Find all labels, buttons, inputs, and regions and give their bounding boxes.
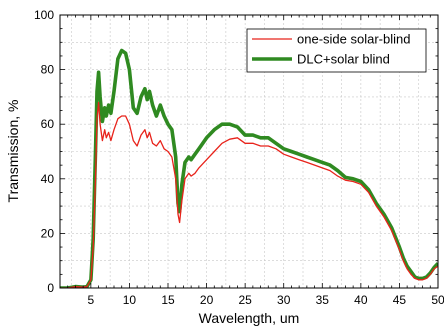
ticks — [59, 14, 439, 289]
x-tick-label: 45 — [393, 293, 407, 307]
x-tick-label: 50 — [431, 293, 444, 307]
x-tick-label: 5 — [88, 293, 95, 307]
x-tick-label: 25 — [238, 293, 252, 307]
y-tick-label: 100 — [34, 8, 54, 22]
series-line-2 — [60, 48, 438, 288]
x-tick-label: 35 — [316, 293, 330, 307]
legend: one-side solar-blind DLC+solar blind — [246, 28, 427, 73]
y-tick-label: 20 — [41, 226, 55, 240]
y-axis-title: Transmission, % — [5, 100, 21, 203]
y-tick-label: 0 — [47, 281, 54, 295]
y-tick-label: 60 — [41, 117, 55, 131]
x-tick-label: 40 — [354, 293, 368, 307]
x-axis-title: Wavelength, um — [199, 310, 300, 326]
y-tick-label: 40 — [41, 172, 55, 186]
x-tick-label: 20 — [200, 293, 214, 307]
legend-label-series-2: DLC+solar blind — [297, 52, 390, 67]
x-tick-label: 30 — [277, 293, 291, 307]
x-tick-label: 10 — [123, 293, 137, 307]
series-line-1 — [60, 101, 438, 288]
x-tick-label: 15 — [161, 293, 175, 307]
tick-labels: 5 10 15 20 25 30 35 40 45 50 0 20 40 60 80 100 — [34, 8, 444, 307]
y-tick-label: 80 — [41, 63, 55, 77]
legend-box — [246, 28, 427, 73]
series-layer — [60, 48, 438, 288]
legend-label-series-1: one-side solar-blind — [297, 32, 410, 47]
